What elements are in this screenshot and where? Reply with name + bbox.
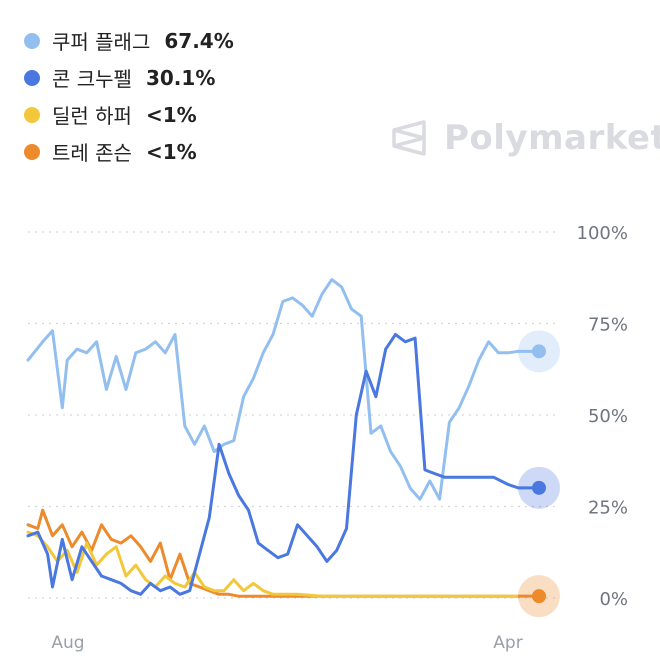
- legend-dot: [24, 106, 40, 123]
- legend-dot: [24, 143, 40, 160]
- legend-value: 30.1%: [145, 65, 216, 90]
- legend-name: 콘 크누펠: [52, 67, 132, 91]
- legend-value: 67.4%: [164, 28, 234, 53]
- legend-value: <1%: [145, 139, 197, 164]
- polymarket-logo-icon: [392, 120, 426, 156]
- x-tick-label: Apr: [493, 633, 522, 653]
- legend-name: 트레 존슨: [52, 141, 132, 165]
- x-tick-label: Aug: [51, 633, 84, 653]
- legend-name: 딜런 하퍼: [52, 104, 132, 128]
- y-tick-label: 0%: [599, 589, 628, 610]
- chart-legend: 쿠퍼 플래그 67.4% 콘 크누펠 30.1% 딜런 하퍼 <1% 트레 존슨…: [24, 22, 234, 170]
- end-marker: [532, 344, 546, 359]
- legend-value: <1%: [145, 102, 197, 127]
- end-marker: [532, 480, 546, 495]
- polymarket-watermark: Polymarket: [390, 118, 660, 158]
- legend-dot: [24, 32, 40, 49]
- y-tick-label: 100%: [577, 223, 628, 244]
- y-tick-label: 75%: [588, 315, 628, 336]
- legend-item[interactable]: 쿠퍼 플래그 67.4%: [24, 22, 234, 59]
- legend-item[interactable]: 딜런 하퍼 <1%: [24, 96, 234, 133]
- y-tick-label: 25%: [588, 498, 628, 519]
- end-marker: [532, 589, 546, 604]
- legend-name: 쿠퍼 플래그: [52, 30, 151, 54]
- y-tick-label: 50%: [588, 406, 628, 427]
- legend-item[interactable]: 트레 존슨 <1%: [24, 133, 234, 170]
- legend-item[interactable]: 콘 크누펠 30.1%: [24, 59, 234, 96]
- series-line: [26, 333, 520, 596]
- series-line: [26, 530, 520, 598]
- series-line: [26, 278, 520, 501]
- brand-name: Polymarket: [444, 118, 660, 158]
- legend-dot: [24, 69, 40, 86]
